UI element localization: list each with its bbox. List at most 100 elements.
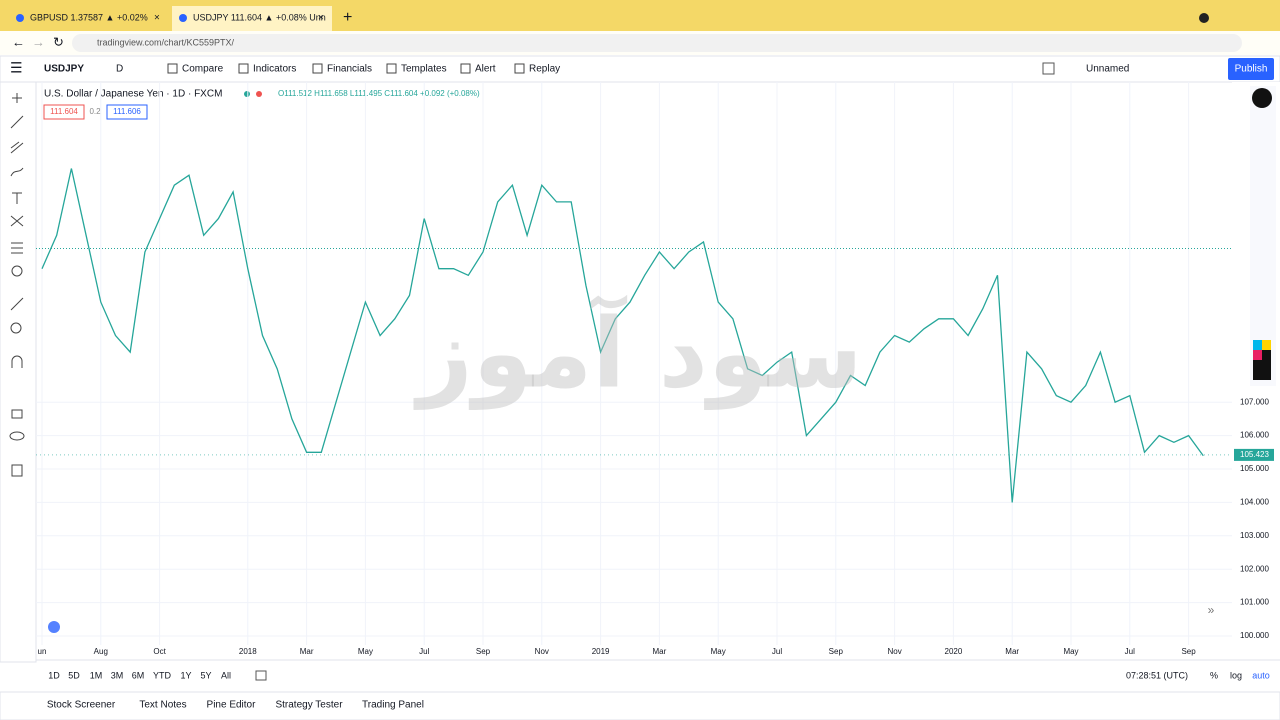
back[interactable]: ←	[12, 34, 25, 49]
x-tick-label: Oct	[153, 647, 166, 656]
fib-tool[interactable]	[10, 141, 24, 154]
range-button[interactable]: 1D	[48, 670, 60, 680]
bid: 111.604	[50, 107, 78, 116]
color-swatch[interactable]	[1262, 340, 1271, 350]
toolbar-button[interactable]: Replay	[529, 64, 560, 75]
legend-title: U.S. Dollar / Japanese Yen · 1D · FXCM	[44, 89, 222, 100]
ask-box[interactable]	[106, 104, 148, 120]
toolbar-icon[interactable]	[460, 63, 471, 74]
range-button[interactable]: 5D	[68, 670, 80, 680]
range-button[interactable]: 5Y	[200, 670, 211, 680]
y-tick-label: 103.000	[1240, 531, 1269, 540]
bid-box[interactable]	[43, 104, 85, 120]
toolbar-icon[interactable]	[312, 63, 323, 74]
panel-tab[interactable]: Text Notes	[139, 700, 186, 711]
toolbar-button[interactable]: Templates	[401, 64, 447, 75]
delete-tool[interactable]	[11, 464, 23, 477]
tab-close[interactable]: ×	[318, 13, 324, 24]
range-button[interactable]: 1Y	[180, 670, 191, 680]
x-tick-label: Nov	[887, 647, 901, 656]
y-tick-label: 100.000	[1240, 631, 1269, 640]
toolbar-icon[interactable]	[167, 63, 178, 74]
color-swatch[interactable]	[1253, 340, 1262, 350]
visibility-tool[interactable]	[9, 431, 25, 441]
x-tick-label: Mar	[300, 647, 314, 656]
magnet-tool[interactable]	[11, 355, 23, 368]
toolbar-button[interactable]: Indicators	[253, 64, 296, 75]
y-tick-label: 101.000	[1240, 598, 1269, 607]
color-swatch[interactable]	[1253, 350, 1262, 360]
scale-option[interactable]: log	[1230, 670, 1242, 680]
forward[interactable]: →	[32, 34, 45, 49]
toolbar-icon[interactable]	[386, 63, 397, 74]
panel-tab[interactable]: Stock Screener	[47, 700, 116, 711]
panel-tab[interactable]: Pine Editor	[207, 700, 257, 711]
text-tool[interactable]	[12, 192, 22, 204]
x-tick-label: Jul	[419, 647, 429, 656]
trend-tool[interactable]	[10, 115, 24, 129]
status-dot	[244, 91, 250, 97]
tool-icons	[9, 93, 25, 477]
y-tick-label: 102.000	[1240, 564, 1269, 573]
tool-badge[interactable]	[1252, 88, 1272, 108]
x-tick-label: Jul	[1125, 647, 1135, 656]
range-button[interactable]: YTD	[153, 670, 172, 680]
publish-label: Publish	[1235, 64, 1268, 75]
tab[interactable]: USDJPY 111.604 ▲ +0.08% Unn	[193, 12, 326, 22]
zoom-tool[interactable]	[10, 322, 22, 334]
publish-button[interactable]	[1228, 58, 1274, 80]
tab-close[interactable]: ×	[154, 13, 160, 24]
lock-tool[interactable]	[11, 409, 23, 419]
icon-tool[interactable]	[11, 265, 23, 277]
range-button[interactable]: All	[221, 670, 231, 680]
panel-tab[interactable]: Trading Panel	[362, 700, 424, 711]
profile[interactable]	[1199, 13, 1209, 23]
toolbar-icon[interactable]	[514, 63, 525, 74]
x-tick-label: un	[38, 647, 47, 656]
range-button[interactable]: 3M	[111, 670, 124, 680]
top-toolbar	[0, 55, 1280, 83]
toolbar-button[interactable]: Compare	[182, 64, 224, 75]
tab-icon	[179, 14, 187, 22]
price-line	[41, 168, 1204, 503]
y-tick-label: 107.000	[1240, 397, 1269, 406]
x-tick-label: Mar	[1005, 647, 1019, 656]
watermark: سود آموز	[413, 294, 862, 410]
pattern-tool[interactable]	[10, 215, 24, 227]
tab[interactable]: GBPUSD 1.37587 ▲ +0.02%	[30, 12, 148, 22]
scale-option[interactable]: %	[1210, 670, 1218, 680]
toolbar-icon[interactable]	[238, 63, 249, 74]
range-button[interactable]: 6M	[132, 670, 145, 680]
scroll-right[interactable]: »	[1208, 603, 1215, 617]
x-tick-label: Sep	[829, 647, 844, 656]
url[interactable]: tradingview.com/chart/KC559PTX/	[97, 37, 235, 47]
legend-ohlc: O111.512 H111.658 L111.495 C111.604 +0.0…	[278, 89, 480, 98]
toolbar-button[interactable]: Alert	[475, 64, 496, 75]
layout-name[interactable]: Unnamed	[1086, 64, 1129, 75]
x-tick-label: 2018	[239, 647, 257, 656]
layout-icon[interactable]	[1042, 62, 1055, 75]
crosshair-tool[interactable]	[12, 93, 22, 103]
measure-tool[interactable]	[10, 297, 24, 311]
symbol[interactable]: USDJPY	[44, 64, 84, 75]
scale-option[interactable]: auto	[1252, 670, 1270, 680]
x-tick-label: Jul	[772, 647, 782, 656]
last-price-tag	[1234, 448, 1274, 461]
x-tick-label: Mar	[653, 647, 667, 656]
reload[interactable]: ↻	[53, 34, 64, 49]
range-button[interactable]: 1M	[90, 670, 103, 680]
x-tick-label: Aug	[94, 647, 108, 656]
interval[interactable]: D	[116, 64, 123, 75]
forecast-tool[interactable]	[11, 242, 23, 254]
tv-logo[interactable]	[48, 621, 60, 633]
brush-tool[interactable]	[10, 167, 24, 177]
url-field[interactable]	[72, 34, 1242, 52]
toolbar-button[interactable]: Financials	[327, 64, 372, 75]
new-tab[interactable]: +	[343, 9, 352, 26]
x-tick-label: Sep	[476, 647, 491, 656]
menu[interactable]: ☰	[10, 60, 23, 76]
panel-tab[interactable]: Strategy Tester	[275, 700, 343, 711]
y-tick-label: 106.000	[1240, 431, 1269, 440]
date-range-icon[interactable]	[255, 670, 267, 681]
